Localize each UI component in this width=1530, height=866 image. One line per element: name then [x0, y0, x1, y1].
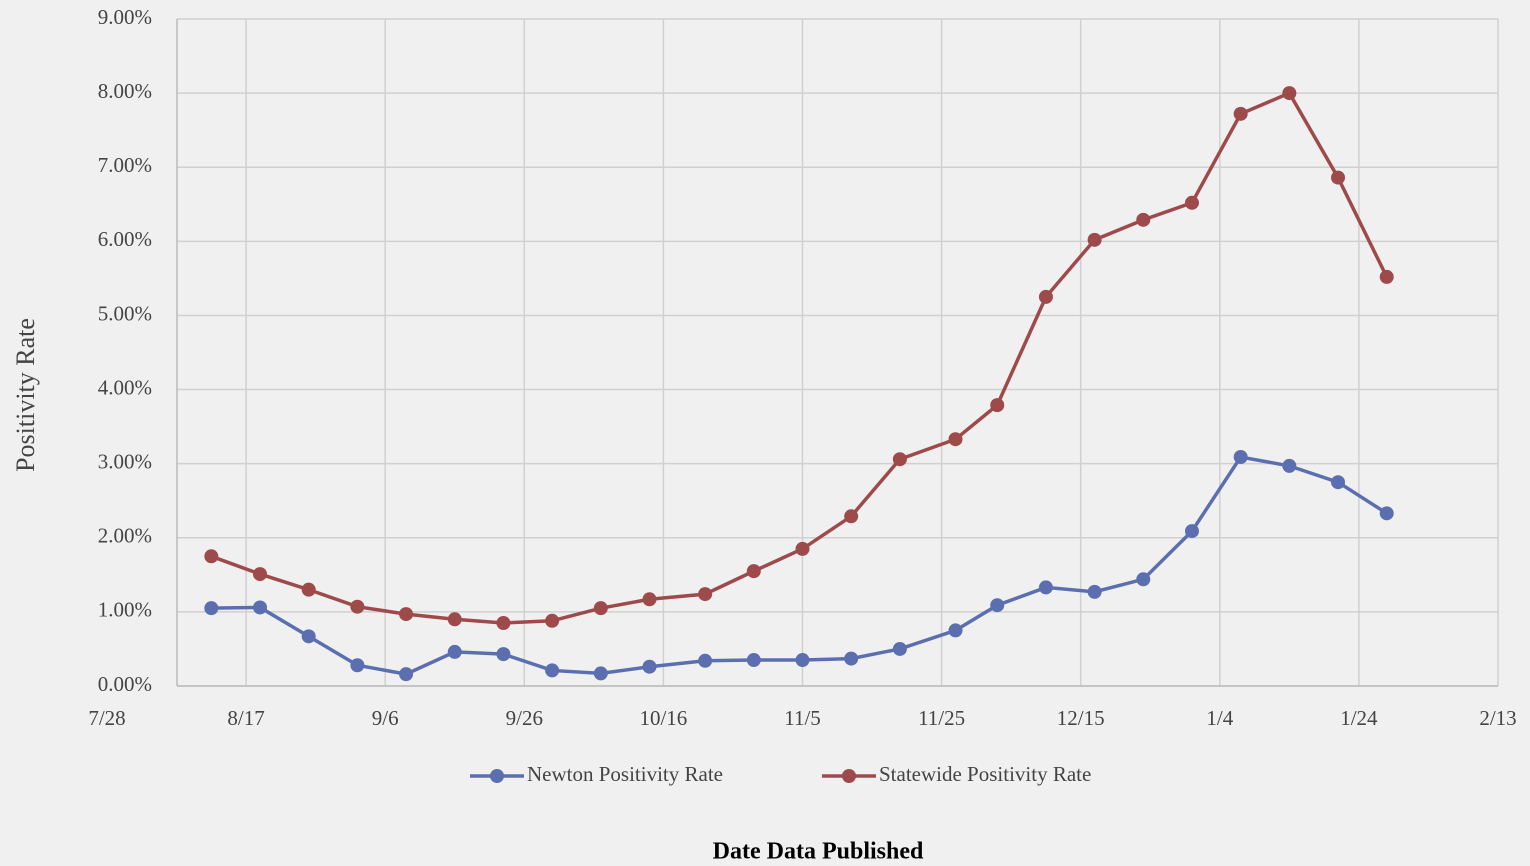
- legend-label: Newton Positivity Rate: [527, 762, 723, 786]
- data-point: [1184, 524, 1199, 539]
- data-point: [399, 667, 414, 682]
- data-point: [204, 549, 219, 564]
- data-point: [642, 659, 657, 674]
- data-point: [1087, 584, 1102, 599]
- data-point: [301, 582, 316, 597]
- y-tick-label: 8.00%: [98, 79, 152, 103]
- data-point: [1038, 289, 1053, 304]
- y-tick-label: 3.00%: [98, 449, 152, 473]
- x-tick-label: 11/5: [784, 706, 821, 730]
- y-tick-label: 0.00%: [98, 672, 152, 696]
- data-point: [892, 452, 907, 467]
- data-point: [253, 600, 268, 615]
- data-point: [496, 616, 511, 631]
- data-point: [844, 509, 859, 524]
- series-line: [211, 455, 1388, 676]
- x-tick-label: 11/25: [918, 706, 965, 730]
- data-point: [698, 653, 713, 668]
- y-tick-label: 2.00%: [98, 524, 152, 548]
- y-tick-label: 9.00%: [98, 5, 152, 29]
- data-point: [746, 564, 761, 579]
- data-point: [204, 601, 219, 616]
- data-point: [253, 567, 268, 582]
- data-point: [1331, 170, 1346, 185]
- data-point: [593, 601, 608, 616]
- x-tick-label: 10/16: [639, 706, 687, 730]
- data-point: [447, 612, 462, 627]
- data-point: [990, 398, 1005, 413]
- data-point: [642, 592, 657, 607]
- data-point: [948, 432, 963, 447]
- y-tick-label: 6.00%: [98, 227, 152, 251]
- data-point: [301, 629, 316, 644]
- x-tick-label: 12/15: [1057, 706, 1105, 730]
- x-axis-title: Date Data Published: [713, 839, 924, 865]
- data-point: [1038, 580, 1053, 595]
- data-point: [1184, 195, 1199, 210]
- data-point: [990, 598, 1005, 613]
- y-tick-label: 7.00%: [98, 153, 152, 177]
- data-point: [1233, 106, 1248, 121]
- data-point: [1136, 212, 1151, 227]
- x-tick-label: 9/26: [506, 706, 543, 730]
- data-point: [1282, 86, 1297, 101]
- data-point: [593, 666, 608, 681]
- legend-swatch: [842, 769, 856, 783]
- data-point: [399, 607, 414, 622]
- data-point: [1379, 506, 1394, 521]
- data-point: [496, 647, 511, 662]
- y-axis-title: Positivity Rate: [11, 318, 40, 472]
- data-point: [844, 651, 859, 666]
- x-tick-label: 1/4: [1206, 706, 1233, 730]
- data-point: [350, 658, 365, 673]
- data-point: [1136, 572, 1151, 587]
- x-tick-label: 2/13: [1479, 706, 1516, 730]
- data-point: [545, 663, 560, 678]
- data-point: [545, 613, 560, 628]
- data-point: [698, 587, 713, 602]
- data-point: [1379, 269, 1394, 284]
- x-tick-label: 9/6: [372, 706, 399, 730]
- legend-label: Statewide Positivity Rate: [879, 762, 1091, 786]
- data-point: [746, 653, 761, 668]
- data-point: [1233, 449, 1248, 464]
- x-tick-label: 7/28: [88, 706, 125, 730]
- data-point: [1087, 232, 1102, 247]
- data-point: [892, 641, 907, 656]
- data-point: [795, 541, 810, 556]
- data-point: [1282, 458, 1297, 473]
- y-tick-label: 1.00%: [98, 598, 152, 622]
- data-point: [350, 599, 365, 614]
- data-point: [447, 644, 462, 659]
- x-tick-label: 8/17: [227, 706, 264, 730]
- data-point: [1331, 475, 1346, 490]
- y-tick-label: 4.00%: [98, 375, 152, 399]
- y-tick-label: 5.00%: [98, 301, 152, 325]
- legend-swatch: [490, 769, 504, 783]
- data-point: [948, 623, 963, 638]
- data-point: [795, 653, 810, 668]
- x-tick-label: 1/24: [1340, 706, 1378, 730]
